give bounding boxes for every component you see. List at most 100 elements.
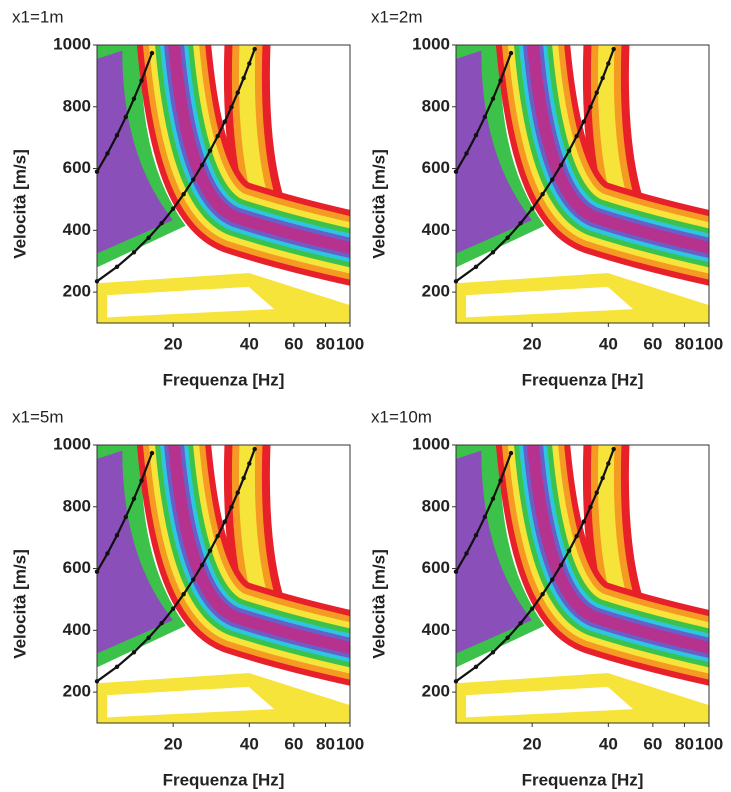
curve-point: [508, 50, 514, 56]
spectrum: [97, 45, 350, 323]
curve-point: [566, 548, 572, 553]
curve-point: [146, 635, 151, 640]
curve-point: [170, 206, 176, 211]
curve-point: [508, 450, 514, 456]
x-tick-label: 100: [695, 334, 723, 353]
spectrum: [97, 445, 350, 723]
curve-point: [139, 78, 144, 83]
spectrum-floor: [107, 286, 275, 318]
curve-point: [490, 650, 496, 655]
x-axis-label: Frequenza [Hz]: [522, 370, 644, 389]
curve-point: [606, 461, 611, 466]
y-tick-label: 1000: [53, 34, 91, 53]
curve-point: [594, 90, 599, 95]
curve-point: [149, 50, 155, 56]
x-tick-label: 60: [643, 734, 662, 753]
spectrum-left: [97, 50, 173, 254]
y-tick-label: 600: [422, 158, 450, 177]
curve-point: [529, 206, 535, 211]
curve-point: [540, 191, 545, 197]
spectrum-floor: [107, 686, 275, 718]
curve-point: [558, 562, 564, 568]
x-tick-label: 40: [240, 734, 259, 753]
curve-point: [190, 577, 196, 582]
y-tick-label: 400: [422, 620, 450, 639]
curve-point: [190, 177, 196, 182]
curve-point: [235, 490, 240, 495]
curve-point: [549, 177, 555, 182]
panel: x1=2m 200 400 600 800 1000 20 40 60 80 100 Frequenz…: [369, 7, 723, 389]
curve-point: [574, 133, 579, 139]
curve-point: [473, 532, 479, 538]
curve-point: [498, 478, 503, 483]
y-axis-label: Velocità [m/s]: [369, 149, 388, 259]
curve-point: [114, 264, 120, 269]
curve-point: [123, 114, 129, 120]
curve-point: [473, 132, 479, 138]
panel-title: x1=5m: [12, 407, 64, 426]
curve-point: [114, 664, 120, 669]
curve-point: [594, 490, 599, 495]
curve-point: [473, 264, 479, 269]
curve-point: [247, 61, 252, 66]
curve-point: [574, 533, 579, 539]
plot-frame: [455, 44, 710, 324]
curve-point: [505, 635, 510, 640]
curve-point: [207, 148, 213, 153]
y-tick-label: 200: [422, 682, 450, 701]
y-tick-label: 600: [63, 558, 91, 577]
curve-point: [611, 46, 616, 52]
curve-point: [229, 504, 234, 510]
curve-point: [566, 148, 572, 153]
y-tick-label: 800: [422, 496, 450, 515]
curve-point: [215, 133, 220, 139]
y-tick-label: 800: [63, 96, 91, 115]
x-axis-label: Frequenza [Hz]: [163, 770, 285, 789]
curve-point: [482, 114, 488, 120]
x-tick-label: 80: [316, 734, 335, 753]
y-tick-label: 400: [63, 220, 91, 239]
curve-point: [123, 514, 129, 520]
y-axis-label: Velocità [m/s]: [369, 549, 388, 659]
curve-point: [139, 478, 144, 483]
x-tick-label: 20: [523, 334, 542, 353]
spectrum-floor: [466, 286, 634, 318]
panel: x1=5m 200 400 600 800 1000 20 40 60 80 100 Frequenz…: [10, 407, 364, 789]
x-tick-label: 80: [675, 734, 694, 753]
x-tick-label: 60: [284, 334, 303, 353]
curve-point: [215, 533, 220, 539]
spectrum-band: [527, 45, 709, 255]
curve-point: [222, 119, 228, 124]
spectrum-left: [456, 50, 532, 254]
curve-point: [581, 519, 587, 524]
spectrum-band: [527, 445, 709, 655]
curve-point: [611, 446, 616, 452]
curve-point: [131, 496, 137, 501]
curve-point: [558, 162, 564, 168]
curve-point: [606, 61, 611, 66]
curve-point: [94, 679, 100, 684]
curve-point: [229, 104, 234, 110]
x-tick-label: 40: [599, 734, 618, 753]
curve-point: [453, 679, 459, 684]
curve-point: [252, 46, 257, 52]
y-tick-label: 1000: [412, 34, 450, 53]
curve-point: [600, 475, 605, 481]
y-axis-label: Velocità [m/s]: [10, 549, 29, 659]
curve-point: [600, 75, 605, 81]
plot-frame: [96, 44, 351, 324]
y-tick-label: 800: [63, 496, 91, 515]
curve-point: [529, 606, 535, 611]
y-tick-label: 200: [422, 282, 450, 301]
y-tick-label: 200: [63, 682, 91, 701]
y-tick-label: 600: [422, 558, 450, 577]
curve-point: [105, 151, 110, 156]
y-tick-label: 1000: [53, 434, 91, 453]
curve-point: [252, 446, 257, 452]
curve-point: [105, 551, 110, 556]
curve-point: [114, 532, 120, 538]
plot-frame: [96, 444, 351, 724]
curve-point: [235, 90, 240, 95]
spectrum: [456, 445, 709, 723]
curve-point: [540, 591, 545, 597]
